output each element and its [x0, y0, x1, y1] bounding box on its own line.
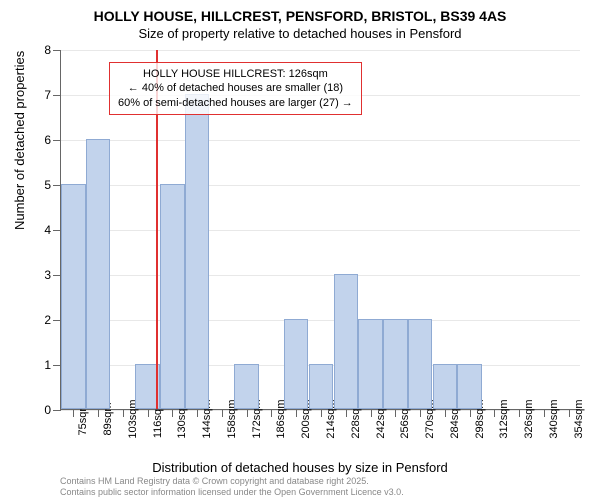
title-block: HOLLY HOUSE, HILLCREST, PENSFORD, BRISTO… — [0, 0, 600, 41]
histogram-bar — [457, 364, 481, 409]
annotation-box: HOLLY HOUSE HILLCREST: 126sqm ← 40% of d… — [109, 62, 362, 115]
grid-line — [61, 275, 580, 276]
histogram-bar — [309, 364, 333, 409]
histogram-bar — [334, 274, 358, 409]
x-tick-label: 340sqm — [548, 399, 560, 438]
histogram-bar — [185, 94, 209, 409]
annotation-line1: HOLLY HOUSE HILLCREST: 126sqm — [118, 67, 353, 81]
x-axis-label: Distribution of detached houses by size … — [0, 460, 600, 475]
annotation-line2: ← 40% of detached houses are smaller (18… — [118, 81, 353, 95]
chart-title-sub: Size of property relative to detached ho… — [0, 26, 600, 41]
x-tick — [371, 409, 372, 417]
x-tick — [172, 409, 173, 417]
y-axis-label: Number of detached properties — [12, 51, 27, 230]
histogram-bar — [358, 319, 382, 409]
y-tick-label: 8 — [44, 43, 51, 57]
x-tick — [296, 409, 297, 417]
footer-text: Contains HM Land Registry data © Crown c… — [60, 476, 404, 498]
grid-line — [61, 50, 580, 51]
annotation-line3: 60% of semi-detached houses are larger (… — [118, 96, 353, 110]
grid-line — [61, 185, 580, 186]
x-tick — [123, 409, 124, 417]
y-tick-label: 2 — [44, 313, 51, 327]
y-tick-label: 7 — [44, 88, 51, 102]
histogram-bar — [61, 184, 85, 409]
histogram-bar — [284, 319, 308, 409]
y-tick — [53, 185, 61, 186]
y-tick-label: 6 — [44, 133, 51, 147]
footer-line2: Contains public sector information licen… — [60, 487, 404, 498]
y-tick-label: 0 — [44, 403, 51, 417]
histogram-bar — [86, 139, 110, 409]
grid-line — [61, 230, 580, 231]
histogram-bar — [433, 364, 457, 409]
grid-line — [61, 140, 580, 141]
y-tick-label: 4 — [44, 223, 51, 237]
y-tick-label: 3 — [44, 268, 51, 282]
histogram-bar — [234, 364, 258, 409]
grid-line — [61, 320, 580, 321]
y-tick-label: 1 — [44, 358, 51, 372]
y-tick-label: 5 — [44, 178, 51, 192]
chart-title-main: HOLLY HOUSE, HILLCREST, PENSFORD, BRISTO… — [0, 8, 600, 24]
y-tick — [53, 230, 61, 231]
x-tick — [73, 409, 74, 417]
x-tick — [247, 409, 248, 417]
x-tick — [420, 409, 421, 417]
y-tick — [53, 95, 61, 96]
histogram-bar — [160, 184, 184, 409]
x-tick — [519, 409, 520, 417]
x-tick — [197, 409, 198, 417]
x-tick — [569, 409, 570, 417]
x-tick-label: 354sqm — [573, 399, 585, 438]
y-tick — [53, 140, 61, 141]
x-tick — [98, 409, 99, 417]
x-tick — [494, 409, 495, 417]
y-tick — [53, 275, 61, 276]
x-tick — [445, 409, 446, 417]
x-tick — [544, 409, 545, 417]
x-tick — [271, 409, 272, 417]
histogram-bar — [383, 319, 407, 409]
histogram-bar — [408, 319, 432, 409]
x-tick — [470, 409, 471, 417]
y-tick — [53, 365, 61, 366]
y-tick — [53, 410, 61, 411]
footer-line1: Contains HM Land Registry data © Crown c… — [60, 476, 404, 487]
x-tick — [148, 409, 149, 417]
x-tick — [346, 409, 347, 417]
plot-area: 012345678 75sqm89sqm103sqm116sqm130sqm14… — [60, 50, 580, 410]
chart-container: HOLLY HOUSE, HILLCREST, PENSFORD, BRISTO… — [0, 0, 600, 500]
y-tick — [53, 320, 61, 321]
y-tick — [53, 50, 61, 51]
x-tick-label: 326sqm — [523, 399, 535, 438]
x-tick-label: 312sqm — [498, 399, 510, 438]
x-tick — [222, 409, 223, 417]
x-tick — [395, 409, 396, 417]
x-tick — [321, 409, 322, 417]
